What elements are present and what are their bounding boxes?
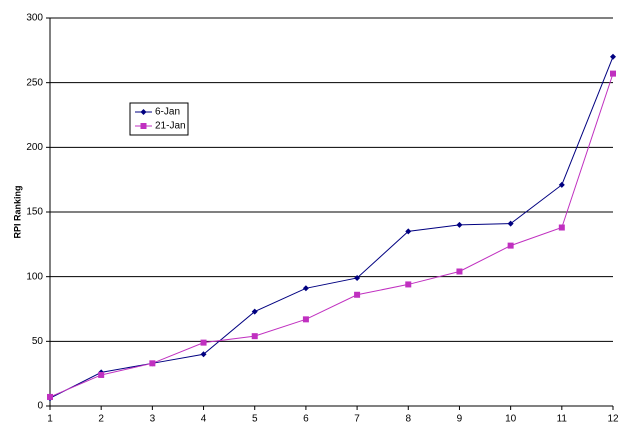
x-tick-label: 1: [47, 414, 53, 425]
x-tick-label: 8: [405, 414, 411, 425]
point: [200, 351, 207, 358]
y-tick-label: 300: [26, 13, 43, 24]
point: [610, 70, 616, 77]
legend-label: 6-Jan: [155, 107, 180, 118]
point: [251, 333, 258, 340]
point: [302, 285, 309, 292]
point: [354, 274, 361, 281]
point: [98, 371, 105, 378]
legend-marker: [140, 123, 147, 129]
point: [558, 224, 565, 231]
legend-marker: [140, 109, 147, 115]
point: [149, 360, 156, 367]
point: [507, 242, 514, 249]
x-tick-label: 3: [150, 414, 156, 425]
x-tick-label: 5: [252, 414, 258, 425]
y-tick-label: 100: [26, 271, 43, 282]
point: [456, 268, 463, 275]
x-tick-label: 12: [607, 414, 619, 425]
point: [558, 181, 565, 188]
y-tick-label: 0: [37, 401, 43, 412]
series-line: [49, 73, 614, 398]
x-tick-label: 6: [303, 414, 309, 425]
point: [200, 339, 207, 346]
x-tick-label: 11: [557, 414, 568, 425]
y-tick-label: 150: [26, 207, 43, 218]
x-tick-label: 7: [354, 414, 360, 425]
y-tick-label: 200: [26, 142, 43, 153]
point: [354, 291, 361, 298]
point: [405, 228, 412, 235]
x-tick-label: 2: [98, 414, 104, 425]
point: [456, 221, 463, 228]
y-tick-label: 250: [26, 77, 43, 88]
point: [507, 220, 514, 227]
x-tick-label: 9: [457, 414, 463, 425]
point: [302, 316, 309, 323]
x-tick-label: 4: [201, 414, 207, 425]
y-tick-label: 50: [32, 336, 44, 347]
y-axis-label: RPI Ranking: [12, 185, 22, 238]
legend-box: [129, 102, 189, 136]
x-tick-label: 10: [505, 414, 517, 425]
point: [47, 393, 53, 400]
point: [405, 281, 412, 288]
point: [251, 308, 258, 315]
legend-label: 21-Jan: [155, 121, 186, 132]
point: [610, 53, 616, 60]
